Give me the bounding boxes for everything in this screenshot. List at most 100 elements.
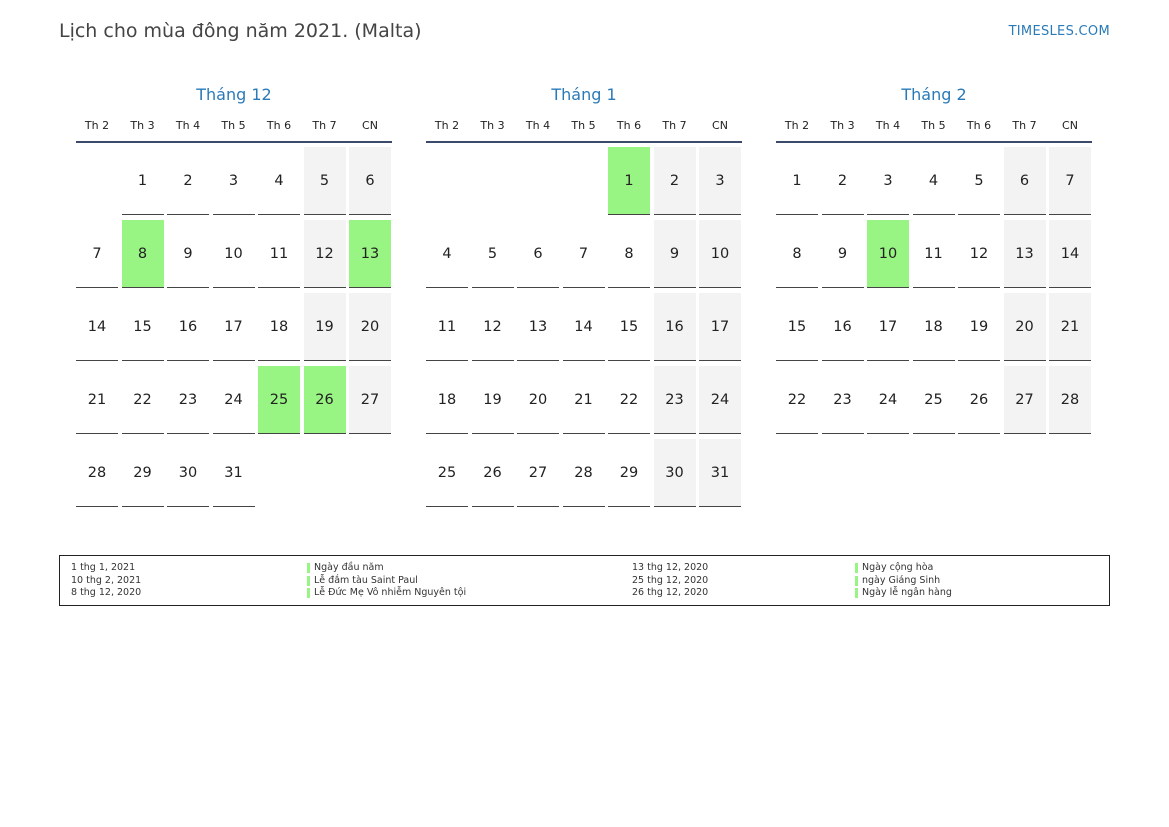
day-cell[interactable]: 29	[121, 439, 164, 507]
day-cell[interactable]: 19	[303, 293, 346, 361]
day-cell[interactable]: 31	[212, 439, 255, 507]
day-cell[interactable]: 17	[867, 293, 909, 361]
day-cell[interactable]: 24	[212, 366, 255, 434]
holiday-day-cell[interactable]: 8	[121, 220, 164, 288]
day-cell[interactable]: 2	[167, 147, 209, 215]
day-cell[interactable]: 13	[517, 293, 559, 361]
weekday-label: Th 3	[480, 119, 505, 132]
day-cell[interactable]: 12	[958, 220, 1000, 288]
day-cell[interactable]: 11	[258, 220, 300, 288]
day-cell[interactable]: 31	[699, 439, 741, 507]
day-cell[interactable]: 30	[653, 439, 696, 507]
day-cell[interactable]: 17	[212, 293, 255, 361]
day-cell[interactable]: 19	[471, 366, 514, 434]
holiday-day-cell[interactable]: 1	[608, 147, 650, 215]
day-cell[interactable]: 16	[167, 293, 209, 361]
day-cell[interactable]: 18	[426, 366, 468, 434]
day-cell[interactable]: 9	[653, 220, 696, 288]
day-cell[interactable]: 25	[912, 366, 955, 434]
day-cell[interactable]: 7	[1049, 147, 1091, 215]
day-cell[interactable]: 9	[167, 220, 209, 288]
day-cell[interactable]: 29	[608, 439, 650, 507]
day-cell[interactable]: 20	[517, 366, 559, 434]
day-cell[interactable]: 15	[608, 293, 650, 361]
day-cell[interactable]: 14	[1049, 220, 1091, 288]
day-cell[interactable]: 22	[121, 366, 164, 434]
day-cell[interactable]: 6	[1003, 147, 1046, 215]
day-cell[interactable]: 14	[562, 293, 605, 361]
day-cell[interactable]: 3	[212, 147, 255, 215]
day-cell[interactable]: 21	[76, 366, 118, 434]
day-cell[interactable]: 18	[912, 293, 955, 361]
day-cell[interactable]: 26	[958, 366, 1000, 434]
day-grid: 1 2 3 4 5 6 7 8 9 10 11 12 13 14 15 16 17 18 19 20 21 22 23 24 2…	[76, 147, 392, 507]
day-cell[interactable]: 8	[608, 220, 650, 288]
day-cell[interactable]: 20	[349, 293, 391, 361]
day-cell[interactable]: 23	[821, 366, 864, 434]
day-cell[interactable]: 15	[776, 293, 818, 361]
weekday-label: Th 5	[221, 119, 246, 132]
day-cell[interactable]: 4	[912, 147, 955, 215]
empty-day	[76, 147, 118, 215]
day-cell[interactable]: 28	[76, 439, 118, 507]
day-cell[interactable]: 6	[349, 147, 391, 215]
day-cell[interactable]: 5	[958, 147, 1000, 215]
day-cell[interactable]: 25	[426, 439, 468, 507]
day-cell[interactable]: 10	[699, 220, 741, 288]
day-cell[interactable]: 18	[258, 293, 300, 361]
day-cell[interactable]: 1	[776, 147, 818, 215]
day-cell[interactable]: 26	[471, 439, 514, 507]
legend-date: 13 thg 12, 2020	[632, 562, 709, 573]
day-cell[interactable]: 11	[912, 220, 955, 288]
brand-link[interactable]: TIMESLES.COM	[1008, 24, 1110, 39]
holiday-day-cell[interactable]: 26	[303, 366, 346, 434]
day-cell[interactable]: 3	[867, 147, 909, 215]
day-cell[interactable]: 27	[517, 439, 559, 507]
day-cell[interactable]: 24	[699, 366, 741, 434]
day-cell[interactable]: 15	[121, 293, 164, 361]
day-cell[interactable]: 1	[121, 147, 164, 215]
day-cell[interactable]: 4	[258, 147, 300, 215]
weekday-label: Th 7	[662, 119, 687, 132]
day-cell[interactable]: 17	[699, 293, 741, 361]
day-cell[interactable]: 10	[212, 220, 255, 288]
day-cell[interactable]: 12	[471, 293, 514, 361]
holiday-day-cell[interactable]: 25	[258, 366, 300, 434]
day-cell[interactable]: 27	[349, 366, 391, 434]
day-cell[interactable]: 22	[608, 366, 650, 434]
day-cell[interactable]: 24	[867, 366, 909, 434]
day-cell[interactable]: 4	[426, 220, 468, 288]
day-cell[interactable]: 5	[471, 220, 514, 288]
holiday-day-cell[interactable]: 13	[349, 220, 391, 288]
empty-day	[472, 147, 514, 215]
day-cell[interactable]: 3	[699, 147, 741, 215]
day-cell[interactable]: 21	[562, 366, 605, 434]
weekday-header: Th 2 Th 3 Th 4 Th 5 Th 6 Th 7 CN	[776, 115, 1092, 143]
weekday-label: Th 7	[312, 119, 337, 132]
day-cell[interactable]: 30	[167, 439, 209, 507]
day-cell[interactable]: 5	[303, 147, 346, 215]
day-cell[interactable]: 22	[776, 366, 818, 434]
day-cell[interactable]: 7	[562, 220, 605, 288]
day-cell[interactable]: 7	[76, 220, 118, 288]
day-cell[interactable]: 2	[821, 147, 864, 215]
day-cell[interactable]: 13	[1003, 220, 1046, 288]
day-cell[interactable]: 11	[426, 293, 468, 361]
day-cell[interactable]: 8	[776, 220, 818, 288]
holiday-day-cell[interactable]: 10	[867, 220, 909, 288]
day-cell[interactable]: 28	[1049, 366, 1091, 434]
day-cell[interactable]: 23	[167, 366, 209, 434]
day-cell[interactable]: 19	[958, 293, 1000, 361]
day-cell[interactable]: 21	[1049, 293, 1091, 361]
day-cell[interactable]: 9	[821, 220, 864, 288]
day-cell[interactable]: 27	[1003, 366, 1046, 434]
day-cell[interactable]: 28	[562, 439, 605, 507]
day-cell[interactable]: 16	[653, 293, 696, 361]
day-cell[interactable]: 16	[821, 293, 864, 361]
day-cell[interactable]: 23	[653, 366, 696, 434]
day-cell[interactable]: 2	[653, 147, 696, 215]
day-cell[interactable]: 12	[303, 220, 346, 288]
day-cell[interactable]: 6	[517, 220, 559, 288]
day-cell[interactable]: 20	[1003, 293, 1046, 361]
day-cell[interactable]: 14	[76, 293, 118, 361]
